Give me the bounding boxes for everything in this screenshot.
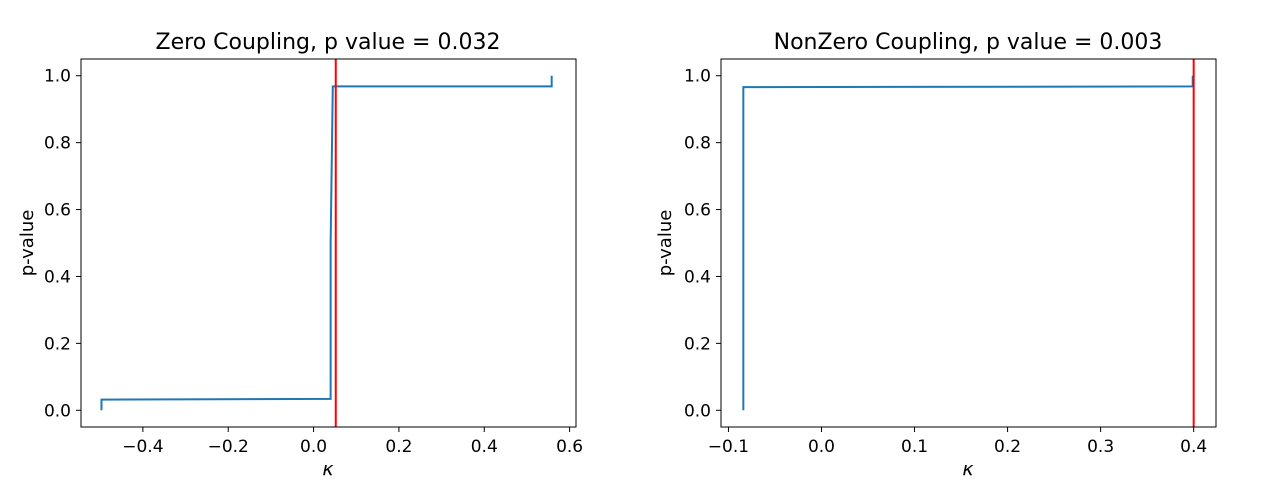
- y-axis-label: p-value: [655, 210, 676, 277]
- x-tick-label: −0.2: [208, 437, 249, 457]
- x-tick-label: 0.0: [808, 437, 835, 457]
- x-tick-label: 0.6: [556, 437, 583, 457]
- x-tick-label: 0.4: [1180, 437, 1207, 457]
- chart-title: Zero Coupling, p value = 0.032: [156, 30, 501, 55]
- y-tick-label: 0.8: [44, 134, 71, 154]
- y-tick-label: 0.6: [684, 201, 711, 221]
- y-tick-label: 1.0: [44, 67, 71, 87]
- x-tick-label: −0.1: [708, 437, 749, 457]
- axes-frame: [80, 58, 577, 428]
- y-tick-label: 0.0: [684, 401, 711, 421]
- y-tick-label: 0.8: [684, 134, 711, 154]
- chart-title: NonZero Coupling, p value = 0.003: [774, 30, 1163, 55]
- y-tick-label: 0.0: [44, 401, 71, 421]
- x-tick-label: 0.4: [471, 437, 498, 457]
- x-tick-label: 0.2: [385, 437, 412, 457]
- zero-coupling-panel: Zero Coupling, p value = 0.032 p-value κ…: [17, 30, 583, 480]
- y-tick-label: 0.4: [684, 267, 711, 287]
- y-tick-label: 0.2: [44, 334, 71, 354]
- series-line: [100, 75, 553, 411]
- y-axis-label: p-value: [17, 210, 38, 277]
- x-axis-label: κ: [322, 458, 334, 480]
- x-tick-label: 0.0: [300, 437, 327, 457]
- y-tick-label: 0.4: [44, 267, 71, 287]
- y-tick-label: 0.6: [44, 201, 71, 221]
- series-line: [742, 75, 1194, 411]
- x-axis-label: κ: [962, 458, 974, 480]
- x-tick-label: −0.4: [122, 437, 163, 457]
- y-tick-label: 0.2: [684, 334, 711, 354]
- x-tick-label: 0.2: [994, 437, 1021, 457]
- x-tick-label: 0.1: [901, 437, 928, 457]
- y-tick-label: 1.0: [684, 67, 711, 87]
- nonzero-coupling-panel: NonZero Coupling, p value = 0.003 p-valu…: [655, 30, 1217, 480]
- x-tick-label: 0.3: [1087, 437, 1114, 457]
- axes-frame: [720, 58, 1217, 428]
